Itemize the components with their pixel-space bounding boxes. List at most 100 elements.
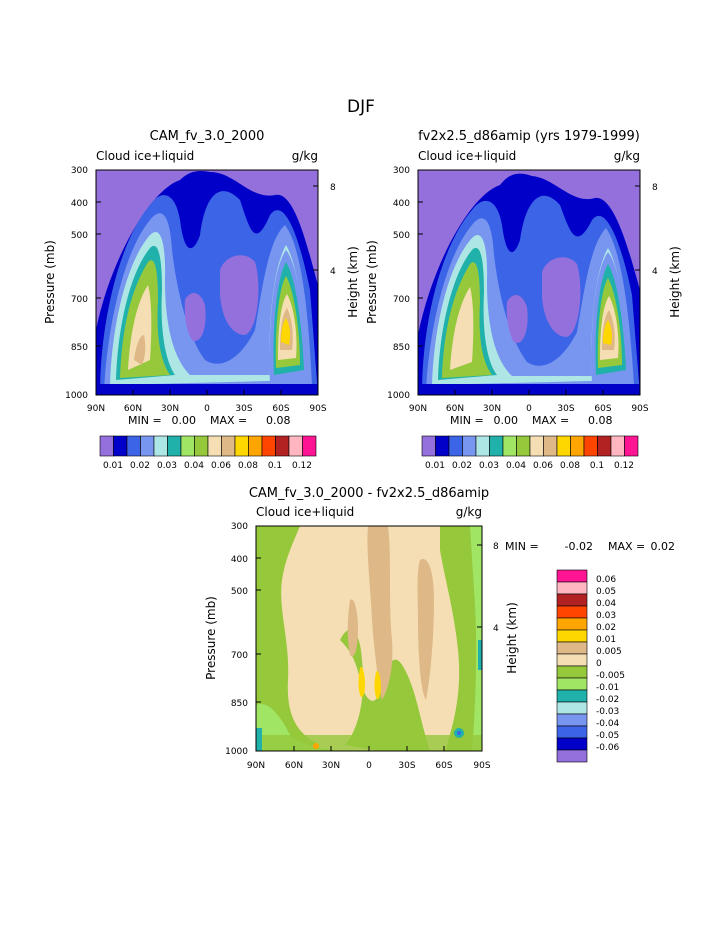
- panel-1-xtick: 90N: [87, 404, 105, 414]
- panel-2-legend-swatch: [462, 435, 477, 457]
- panel-2-ytick: 1000: [387, 391, 410, 401]
- panel-2-xtick: 90N: [409, 404, 427, 414]
- panel-3-contour-tan-3: [347, 599, 358, 657]
- panel-3-legend-label: 0.005: [596, 647, 622, 657]
- panel-2-legend-swatch: [610, 435, 625, 457]
- panel-1-variable-label: Cloud ice+liquid: [96, 149, 194, 163]
- panel-2: fv2x2.5_d86amip (yrs 1979-1999) Cloud ic…: [365, 129, 682, 471]
- page-title: DJF: [347, 97, 375, 117]
- panel-3-plot: [256, 526, 482, 751]
- panel-3-contour-orange-spot: [313, 743, 319, 749]
- panel-3-legend-label: 0.03: [596, 611, 616, 621]
- panel-3-max-value: 0.02: [651, 540, 676, 553]
- panel-1-ytick: 850: [71, 343, 88, 353]
- panel-3-contour-teal-right: [478, 640, 482, 670]
- panel-3-legend-swatch: [556, 749, 588, 763]
- panel-2-ylabel-right: Height (km): [668, 246, 682, 317]
- panel-3-xtick: 90N: [247, 761, 265, 771]
- panel-2-legend-swatch: [624, 435, 639, 457]
- panel-3-legend-swatch: [556, 617, 588, 631]
- panel-2-min-value: 0.00: [494, 414, 519, 427]
- panel-2-ytick: 700: [393, 295, 410, 305]
- panel-2-min-label: MIN =: [450, 414, 484, 427]
- panel-1-legend-label: 0.03: [157, 461, 177, 471]
- panel-3-contour-tan-2: [417, 559, 434, 700]
- panel-1: CAM_fv_3.0_2000 Cloud ice+liquid g/kg: [43, 129, 360, 471]
- panel-2-xtick: 60S: [594, 404, 611, 414]
- panel-3-ytick-right: 8: [493, 542, 499, 552]
- panel-1-legend-label: 0.04: [184, 461, 204, 471]
- panel-3-legend-swatch: [556, 569, 588, 583]
- panel-3-units: g/kg: [456, 505, 482, 519]
- panel-1-contour-f: [128, 285, 152, 370]
- panel-1-xtick: 60S: [272, 404, 289, 414]
- panel-1-ticks: [96, 185, 318, 395]
- panel-1-legend-swatch: [275, 435, 290, 457]
- panel-3-min-label: MIN =: [505, 540, 539, 553]
- panel-1-ylabel-right: Height (km): [346, 246, 360, 317]
- panel-2-legend-swatch: [516, 435, 531, 457]
- panel-2-legend-swatch: [435, 435, 450, 457]
- panel-3-legend-swatch: [556, 593, 588, 607]
- panel-3-legend-label: -0.01: [596, 683, 619, 693]
- panel-1-ytick: 700: [71, 295, 88, 305]
- panel-1-ytick: 1000: [65, 391, 88, 401]
- panel-2-legend-swatch: [543, 435, 558, 457]
- panel-3-legend-swatches: [556, 569, 588, 763]
- panel-3-legend-label: 0.05: [596, 587, 616, 597]
- panel-2-legend-label: 0.08: [560, 461, 580, 471]
- panel-2-ytick: 850: [393, 343, 410, 353]
- panel-3-contour-lightgreen-right: [470, 526, 482, 751]
- panel-3-legend-swatch: [556, 737, 588, 751]
- panel-1-min-label: MIN =: [128, 414, 162, 427]
- panel-3-contour-tan-1: [367, 526, 393, 700]
- panel-1-xtick: 90S: [309, 404, 326, 414]
- panel-1-legend-swatch: [180, 435, 195, 457]
- panel-3-contour-green-right: [440, 526, 482, 751]
- panel-2-xtick: 90S: [631, 404, 648, 414]
- panel-2-legend-swatch: [556, 435, 571, 457]
- panel-2-ytick-right: 4: [652, 267, 658, 277]
- panel-2-legend-label: 0.03: [479, 461, 499, 471]
- panel-1-legend-swatch: [234, 435, 249, 457]
- panel-3-legend-label: -0.02: [596, 695, 619, 705]
- panel-1-title: CAM_fv_3.0_2000: [150, 129, 265, 144]
- panel-3-legend-swatch: [556, 665, 588, 679]
- panel-1-legend-label: 0.1: [268, 461, 282, 471]
- panel-1-xtick: 30S: [235, 404, 252, 414]
- panel-1-legend-swatch: [221, 435, 236, 457]
- panel-3-legend-label: -0.005: [596, 671, 625, 681]
- panel-3-ytick: 500: [231, 587, 248, 597]
- panel-3-legend-label: 0.06: [596, 575, 616, 585]
- panel-2-ytick: 500: [393, 231, 410, 241]
- panel-1-legend-swatch: [194, 435, 209, 457]
- panel-3: CAM_fv_3.0_2000 - fv2x2.5_d86amip Cloud …: [204, 486, 675, 771]
- panel-2-legend-swatch: [421, 435, 436, 457]
- panel-2-legend: 0.01 0.02 0.03 0.04 0.06 0.08 0.1 0.12: [421, 435, 639, 471]
- panel-2-legend-label: 0.01: [425, 461, 445, 471]
- panel-3-xtick: 30S: [398, 761, 415, 771]
- panel-2-legend-label: 0.1: [590, 461, 604, 471]
- panel-1-legend: 0.01 0.02 0.03 0.04 0.06 0.08 0.1 0.12: [99, 435, 317, 471]
- panel-1-min-value: 0.00: [172, 414, 197, 427]
- panel-3-legend-swatch: [556, 713, 588, 727]
- panel-3-legend-label: -0.05: [596, 731, 619, 741]
- panel-3-title: CAM_fv_3.0_2000 - fv2x2.5_d86amip: [249, 486, 489, 501]
- panel-3-legend-swatch: [556, 677, 588, 691]
- panel-2-contour-m: [603, 320, 612, 345]
- panel-1-legend-swatches: [99, 435, 317, 457]
- panel-3-xtick: 90S: [473, 761, 490, 771]
- panel-1-legend-swatch: [261, 435, 276, 457]
- panel-3-contour-yellow-2: [374, 670, 381, 699]
- panel-2-ytick-right: 8: [652, 183, 658, 193]
- panel-1-legend-label: 0.01: [103, 461, 123, 471]
- panel-1-legend-swatch: [207, 435, 222, 457]
- panel-1-ytick: 500: [71, 231, 88, 241]
- panel-1-legend-swatch: [302, 435, 317, 457]
- panel-2-legend-swatch: [570, 435, 585, 457]
- panel-2-legend-label: 0.04: [506, 461, 526, 471]
- panel-2-legend-label: 0.12: [614, 461, 634, 471]
- panel-1-legend-label: 0.06: [211, 461, 231, 471]
- panel-1-xtick: 60N: [124, 404, 142, 414]
